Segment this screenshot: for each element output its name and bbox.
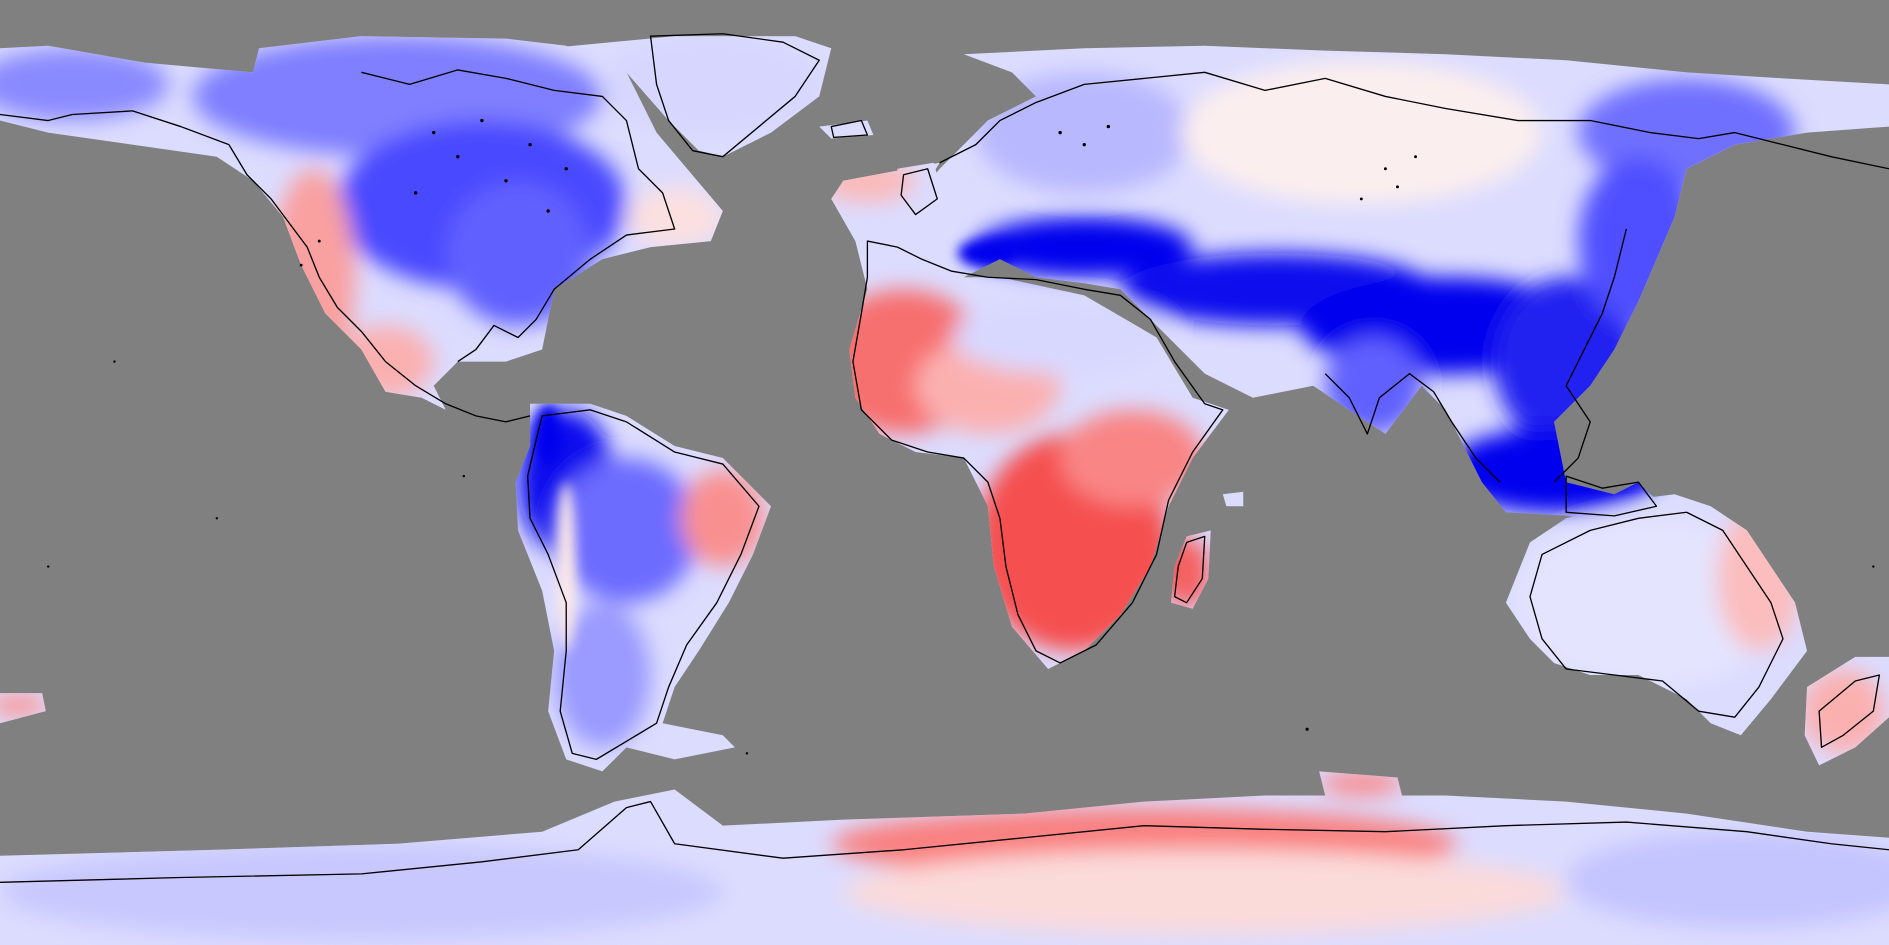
coastlines (0, 33, 1889, 883)
inland-features (46, 118, 1875, 755)
